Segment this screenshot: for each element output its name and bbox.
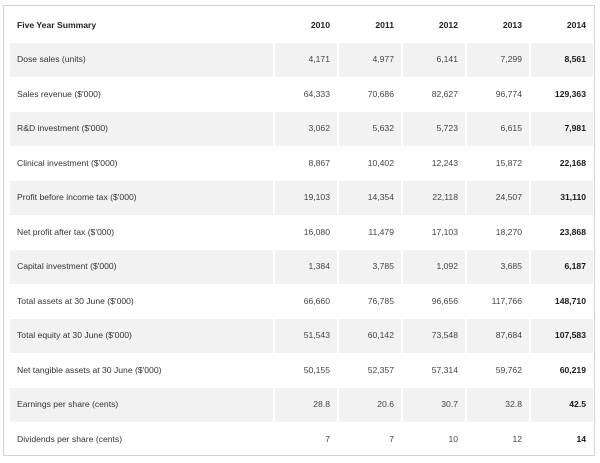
table-cell: 20.6 xyxy=(339,387,401,422)
table-cell: 10 xyxy=(448,433,458,444)
year-header: 2012 xyxy=(403,8,465,43)
table-cell: 57,314 xyxy=(431,364,458,375)
table-cell: 107,583 xyxy=(531,318,593,353)
row-label: Net tangible assets at 30 June ($'000) xyxy=(17,364,162,375)
table-row: Sales revenue ($'000) 64,333 70,686 82,627 9… xyxy=(10,77,593,112)
table-cell: 96,774 xyxy=(495,88,522,99)
table-cell: 73,548 xyxy=(403,318,465,353)
table-cell: 5,632 xyxy=(339,111,401,146)
table-row: Earnings per share (cents) 28.8 20.6 30.7 32… xyxy=(10,387,593,422)
table-cell: 3,685 xyxy=(467,249,529,284)
table-cell: 42.5 xyxy=(531,387,593,422)
table-header-row: Five Year Summary 2010 2011 2012 2013 20… xyxy=(10,8,593,43)
table-cell: 10,402 xyxy=(367,157,394,168)
table-cell: 3,062 xyxy=(275,111,337,146)
table-cell: 117,766 xyxy=(491,295,522,306)
table-title: Five Year Summary xyxy=(10,8,273,43)
table-cell: 1,092 xyxy=(403,249,465,284)
row-label: Total assets at 30 June ($'000) xyxy=(17,295,134,306)
table-row: Total equity at 30 June ($'000) 51,543 60,… xyxy=(10,318,593,353)
table-cell: 8,561 xyxy=(531,42,593,77)
table-row: R&D investment ($'000) 3,062 5,632 5,723 6,6… xyxy=(10,111,593,146)
table-cell: 7,299 xyxy=(467,42,529,77)
table-cell: 14 xyxy=(576,433,586,444)
table-row: Total assets at 30 June ($'000) 66,660 76,… xyxy=(10,284,593,319)
table-cell: 87,684 xyxy=(467,318,529,353)
table-cell: 82,627 xyxy=(431,88,458,99)
table-cell: 12,243 xyxy=(431,157,458,168)
table-cell: 7,981 xyxy=(531,111,593,146)
table-row: Net tangible assets at 30 June ($'000) 50… xyxy=(10,353,593,388)
table-cell: 1,384 xyxy=(275,249,337,284)
table-cell: 18,270 xyxy=(495,226,522,237)
table-row: Dividends per share (cents) 7 7 10 12 14 xyxy=(10,422,593,457)
row-label: Earnings per share (cents) xyxy=(10,387,273,422)
table-cell: 5,723 xyxy=(403,111,465,146)
row-label: Dividends per share (cents) xyxy=(17,433,123,444)
table-cell: 148,710 xyxy=(554,295,586,306)
year-header: 2014 xyxy=(531,8,593,43)
table-cell: 76,785 xyxy=(367,295,394,306)
table-cell: 50,155 xyxy=(303,364,330,375)
table-cell: 15,872 xyxy=(495,157,522,168)
table-cell: 11,479 xyxy=(368,226,394,237)
year-header: 2011 xyxy=(339,8,401,43)
table-cell: 66,660 xyxy=(303,295,330,306)
table-cell: 59,762 xyxy=(495,364,522,375)
row-label: Profit before income tax ($'000) xyxy=(10,180,273,215)
table-cell: 24,507 xyxy=(467,180,529,215)
table-cell: 3,785 xyxy=(339,249,401,284)
table-cell: 70,686 xyxy=(367,88,394,99)
year-header: 2013 xyxy=(467,8,529,43)
table-cell: 64,333 xyxy=(303,88,330,99)
table-cell: 96,656 xyxy=(431,295,458,306)
table-cell: 6,141 xyxy=(403,42,465,77)
table-cell: 4,171 xyxy=(275,42,337,77)
table-cell: 23,868 xyxy=(559,226,586,237)
table-row: Dose sales (units) 4,171 4,977 6,141 7,299 8,… xyxy=(10,42,593,77)
table-cell: 32.8 xyxy=(467,387,529,422)
table-cell: 19,103 xyxy=(275,180,337,215)
table-cell: 12 xyxy=(512,433,522,444)
table-cell: 16,080 xyxy=(303,226,330,237)
row-label: Net profit after tax ($'000) xyxy=(17,226,115,237)
table-cell: 6,615 xyxy=(467,111,529,146)
table-cell: 22,118 xyxy=(403,180,465,215)
row-label: R&D investment ($'000) xyxy=(10,111,273,146)
table-row: Capital investment ($'000) 1,384 3,785 1,09… xyxy=(10,249,593,284)
five-year-summary-panel: Five Year Summary 2010 2011 2012 2013 20… xyxy=(3,5,595,456)
row-label: Capital investment ($'000) xyxy=(10,249,273,284)
table-cell: 51,543 xyxy=(275,318,337,353)
table-cell: 4,977 xyxy=(339,42,401,77)
table-cell: 129,363 xyxy=(554,88,586,99)
table-cell: 8,867 xyxy=(308,157,330,168)
table-cell: 52,357 xyxy=(367,364,394,375)
table-row: Profit before income tax ($'000) 19,103 14… xyxy=(10,180,593,215)
table-cell: 7 xyxy=(389,433,394,444)
five-year-summary-table: Five Year Summary 2010 2011 2012 2013 20… xyxy=(8,8,595,457)
table-cell: 22,168 xyxy=(559,157,586,168)
table-row: Net profit after tax ($'000) 16,080 11,479… xyxy=(10,215,593,250)
table-cell: 7 xyxy=(325,433,330,444)
table-cell: 31,110 xyxy=(531,180,593,215)
row-label: Total equity at 30 June ($'000) xyxy=(10,318,273,353)
row-label: Clinical investment ($'000) xyxy=(17,157,118,168)
table-cell: 6,187 xyxy=(531,249,593,284)
year-header: 2010 xyxy=(275,8,337,43)
table-cell: 30.7 xyxy=(403,387,465,422)
row-label: Sales revenue ($'000) xyxy=(17,88,101,99)
table-cell: 28.8 xyxy=(275,387,337,422)
table-cell: 60,142 xyxy=(339,318,401,353)
table-row: Clinical investment ($'000) 8,867 10,402 12… xyxy=(10,146,593,181)
table-cell: 14,354 xyxy=(339,180,401,215)
row-label: Dose sales (units) xyxy=(10,42,273,77)
table-cell: 17,103 xyxy=(431,226,458,237)
table-cell: 60,219 xyxy=(559,364,586,375)
